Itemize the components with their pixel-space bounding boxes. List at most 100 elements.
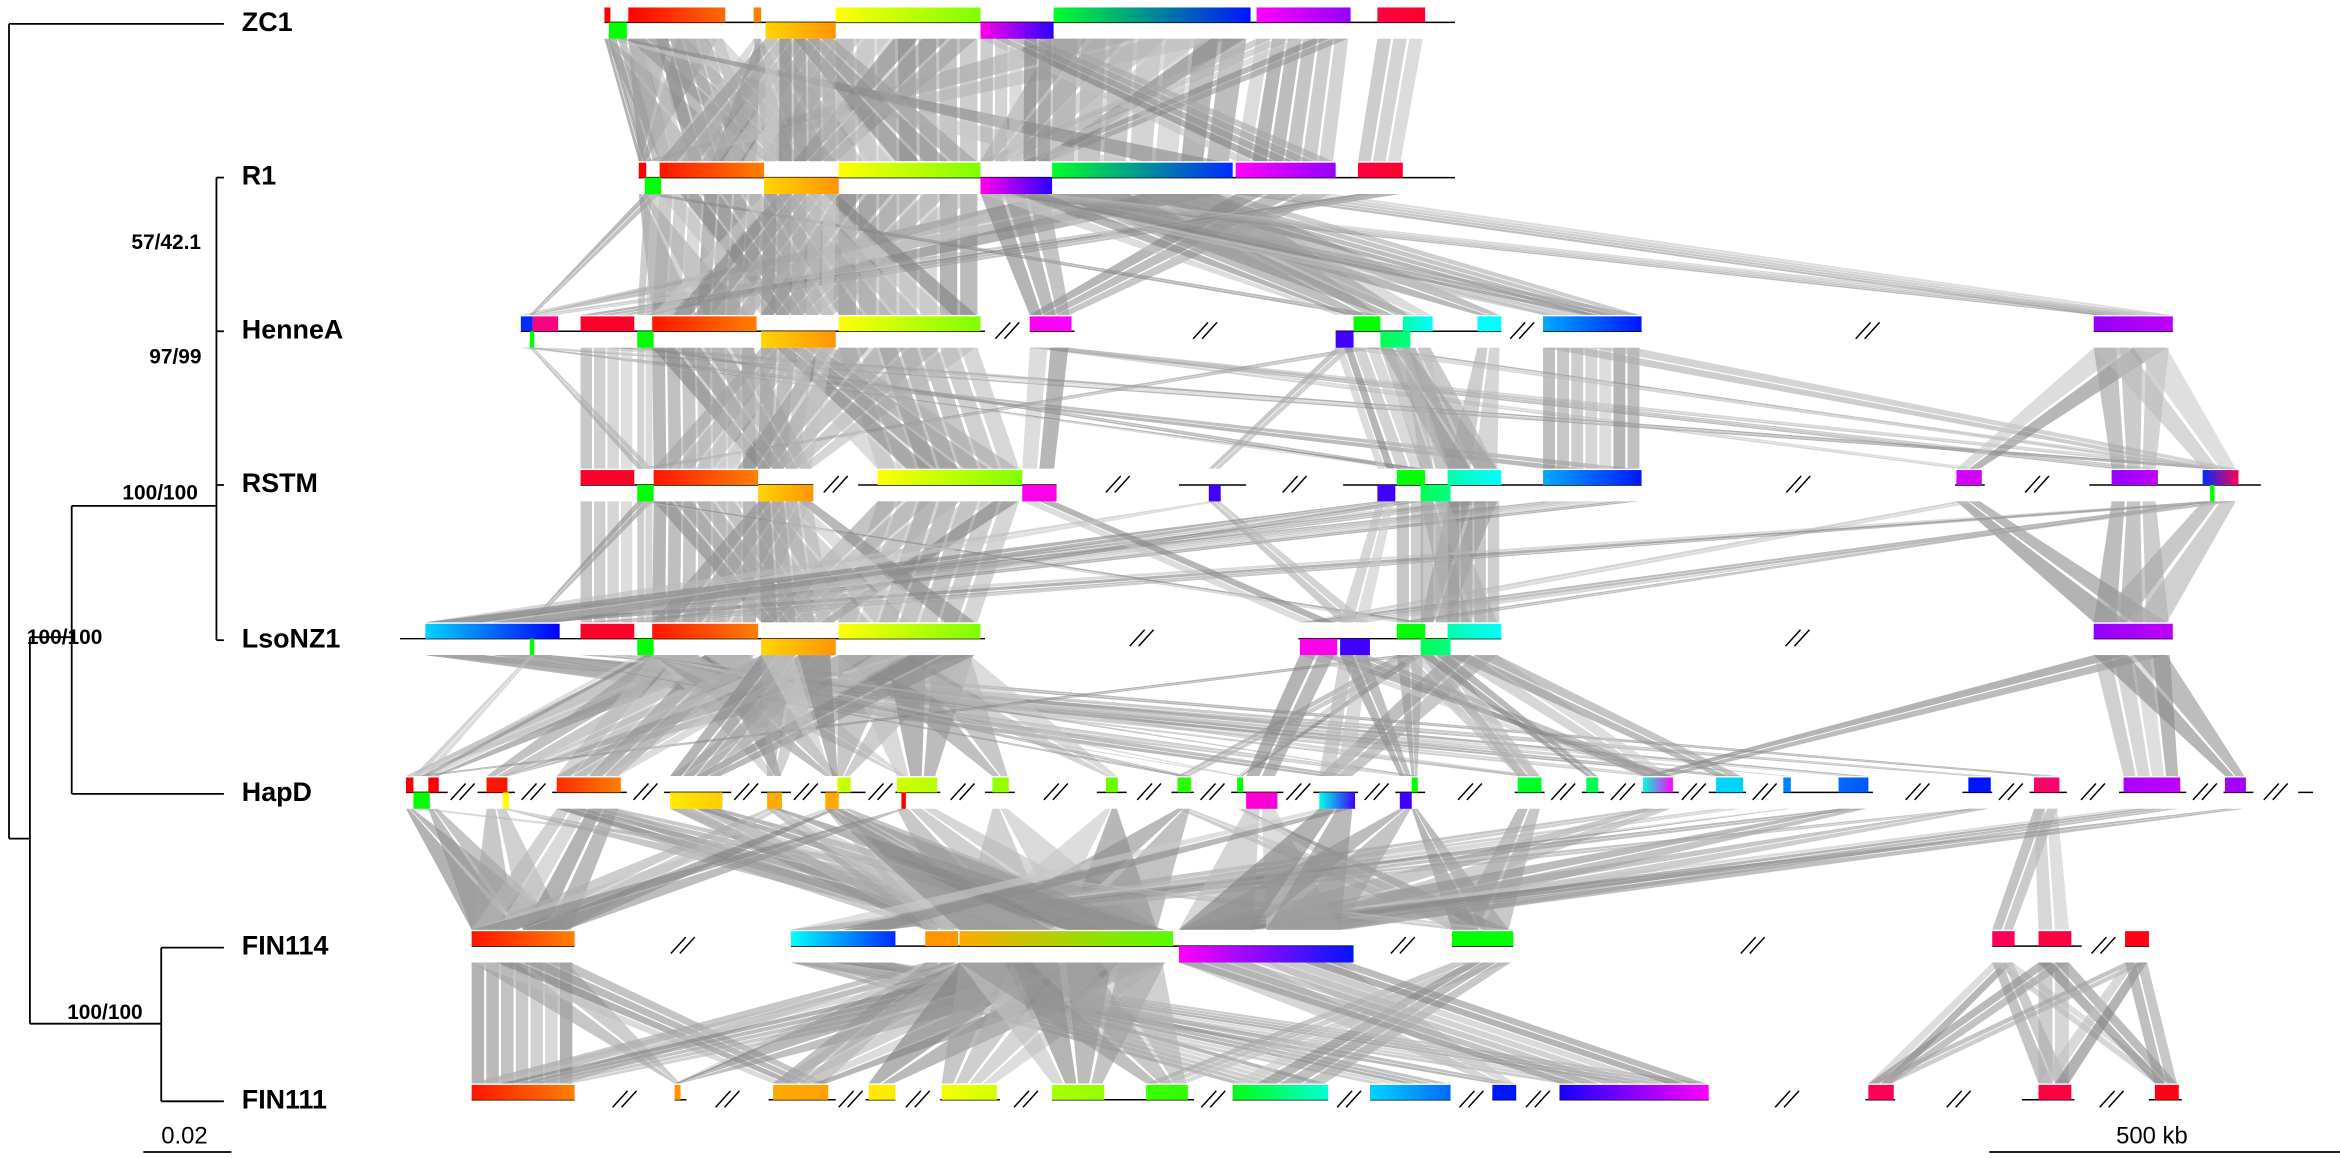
gene-block (1377, 484, 1396, 502)
synteny-band (523, 808, 906, 930)
synteny-band (604, 38, 642, 162)
gene-block (529, 638, 535, 656)
synteny-band (425, 501, 1214, 623)
synteny-band (532, 347, 2215, 469)
synteny-band (532, 193, 660, 315)
gene-block (1838, 777, 1869, 793)
gene-block (532, 316, 559, 332)
genome-scale-label: 500 kb (2116, 1122, 2188, 1149)
synteny-band (1585, 347, 1598, 469)
synteny-band (645, 501, 2215, 623)
synteny-band (823, 193, 977, 315)
gene-block (1052, 1084, 1105, 1100)
synteny-band (1395, 347, 1498, 469)
synteny-band (529, 501, 2213, 623)
synteny-band (1340, 501, 1386, 623)
synteny-band (1023, 38, 1037, 162)
synteny-band (1435, 501, 1498, 623)
synteny-band (673, 193, 792, 315)
break-mark (2080, 782, 2097, 801)
gene-block (764, 177, 839, 194)
synteny-band (1214, 501, 1368, 623)
synteny-band (1868, 962, 2136, 1084)
synteny-band (637, 193, 652, 315)
synteny-band (1387, 38, 1423, 162)
gene-block (790, 931, 896, 947)
synteny-band (960, 347, 1020, 469)
synteny-band (959, 962, 1064, 1084)
synteny-band (652, 193, 777, 315)
synteny-band (1411, 501, 2215, 623)
synteny-band (1039, 501, 1335, 623)
gene-block (486, 777, 508, 793)
synteny-band (593, 347, 606, 469)
synteny-band (680, 38, 792, 162)
synteny-band (532, 347, 653, 469)
synteny-band (785, 347, 815, 469)
synteny-band (670, 655, 777, 776)
synteny-band (2133, 347, 2236, 469)
synteny-band (492, 501, 1394, 623)
break-mark (742, 782, 759, 801)
gene-block (502, 792, 509, 809)
synteny-band (1004, 193, 1056, 315)
break-mark (994, 321, 1011, 340)
break-mark (1285, 782, 1302, 801)
break-mark (1458, 1090, 1475, 1108)
synteny-band (994, 38, 1008, 162)
synteny-band (1340, 655, 1405, 776)
break-mark (1013, 1090, 1030, 1108)
break-mark (1793, 629, 1810, 647)
synteny-band (1868, 962, 2053, 1084)
gene-block (761, 331, 836, 348)
synteny-band (471, 962, 986, 1084)
synteny-band (1335, 347, 1386, 469)
break-mark (1129, 629, 1146, 647)
gene-block (1299, 638, 1338, 656)
synteny-band (1435, 655, 1540, 776)
synteny-band (980, 38, 993, 162)
synteny-band (820, 193, 837, 315)
break-mark (1783, 1090, 1800, 1108)
gene-block (471, 1084, 575, 1100)
synteny-band (1178, 808, 1335, 930)
break-mark (1864, 321, 1881, 340)
synteny-band (471, 808, 904, 930)
gene-block (608, 22, 627, 39)
gene-block (2038, 1084, 2072, 1100)
gene-block (652, 623, 759, 639)
gene-block (520, 316, 533, 332)
synteny-band (1474, 347, 1500, 469)
synteny-band (1268, 38, 1302, 162)
gene-block (1477, 316, 1502, 332)
break-mark (1518, 321, 1535, 340)
synteny-band (2093, 655, 2136, 776)
synteny-band (771, 347, 796, 469)
gene-block (758, 484, 814, 502)
synteny-band (1023, 193, 1619, 315)
synteny-band (667, 347, 682, 469)
synteny-band (771, 501, 796, 623)
gene-block (1396, 623, 1426, 639)
synteny-band (529, 347, 645, 469)
gene-block (1246, 792, 1278, 809)
synteny-band (807, 38, 948, 162)
break-mark (1209, 1090, 1226, 1108)
synteny-band (821, 38, 837, 162)
break-mark (802, 782, 819, 801)
synteny-band (2038, 962, 2136, 1084)
gene-block (1380, 331, 1411, 348)
break-mark (2272, 782, 2289, 801)
synteny-band (980, 193, 1042, 315)
synteny-band (471, 808, 774, 930)
synteny-band (2093, 347, 2218, 469)
break-mark (2024, 475, 2041, 493)
gene-block (2038, 931, 2072, 947)
gene-block (1178, 946, 1354, 963)
synteny-band (1255, 193, 2123, 315)
break-mark (1559, 782, 1576, 801)
synteny-band (637, 501, 2213, 623)
break-mark (670, 936, 687, 955)
synteny-band (799, 501, 833, 623)
